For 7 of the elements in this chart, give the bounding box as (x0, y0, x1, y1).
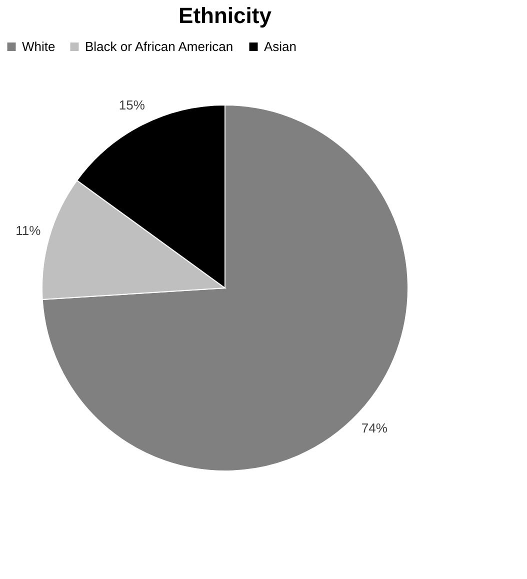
legend-label: Asian (264, 38, 297, 54)
chart-title: Ethnicity (178, 3, 272, 28)
legend-label: Black or African American (85, 38, 234, 54)
legend-label: White (22, 38, 56, 54)
data-label: 11% (16, 222, 42, 238)
data-label: 74% (361, 420, 388, 436)
data-label: 15% (118, 97, 146, 112)
